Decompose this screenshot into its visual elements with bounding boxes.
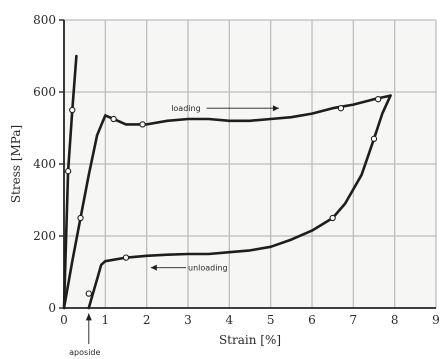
data-point-steep xyxy=(69,106,76,114)
data-point-unloading xyxy=(122,254,130,261)
data-point-unloading xyxy=(85,290,92,297)
data-point-unloading xyxy=(370,135,378,142)
series-line-steep xyxy=(62,54,78,310)
annotations: loading unloading aposide xyxy=(69,104,279,357)
y-tick-label: 400 xyxy=(33,157,56,171)
y-axis-label: Stress [MPa] xyxy=(9,125,23,203)
data-point-loading xyxy=(110,115,117,123)
x-tick-label: 4 xyxy=(226,313,234,327)
arrow-head xyxy=(150,264,157,271)
arrow-head xyxy=(272,105,279,112)
y-tick-label: 800 xyxy=(33,13,56,27)
x-tick-label: 3 xyxy=(184,313,192,327)
x-tick-label: 6 xyxy=(308,313,316,327)
x-tick-label: 2 xyxy=(143,313,151,327)
x-tick-label: 1 xyxy=(102,313,110,327)
annotation-aposide: aposide xyxy=(69,348,100,357)
x-tick-label: 5 xyxy=(267,313,275,327)
data-point-unloading xyxy=(329,214,336,222)
axes: 0 1 2 3 4 5 6 7 8 9 0 200 400 600 800 xyxy=(33,13,440,327)
data-point-loading xyxy=(77,214,84,222)
x-tick-label: 8 xyxy=(391,313,399,327)
data-point-loading xyxy=(139,121,146,128)
x-axis-label: Strain [%] xyxy=(219,333,281,347)
y-tick-label: 600 xyxy=(33,85,56,99)
y-tick-label: 200 xyxy=(33,229,56,243)
series-line-loading xyxy=(62,94,392,310)
arrow-head xyxy=(85,313,92,321)
y-tick-label: 0 xyxy=(48,301,56,315)
x-tick-label: 9 xyxy=(432,313,440,327)
x-tick-label: 7 xyxy=(350,313,358,327)
data-point-loading xyxy=(337,105,345,112)
data-point-loading xyxy=(374,96,382,103)
data-point-steep xyxy=(64,168,72,175)
series-group xyxy=(62,54,392,310)
annotation-loading: loading xyxy=(171,104,200,113)
annotation-unloading: unloading xyxy=(188,264,228,273)
x-tick-label: 0 xyxy=(60,313,68,327)
series-line-unloading xyxy=(87,94,392,310)
